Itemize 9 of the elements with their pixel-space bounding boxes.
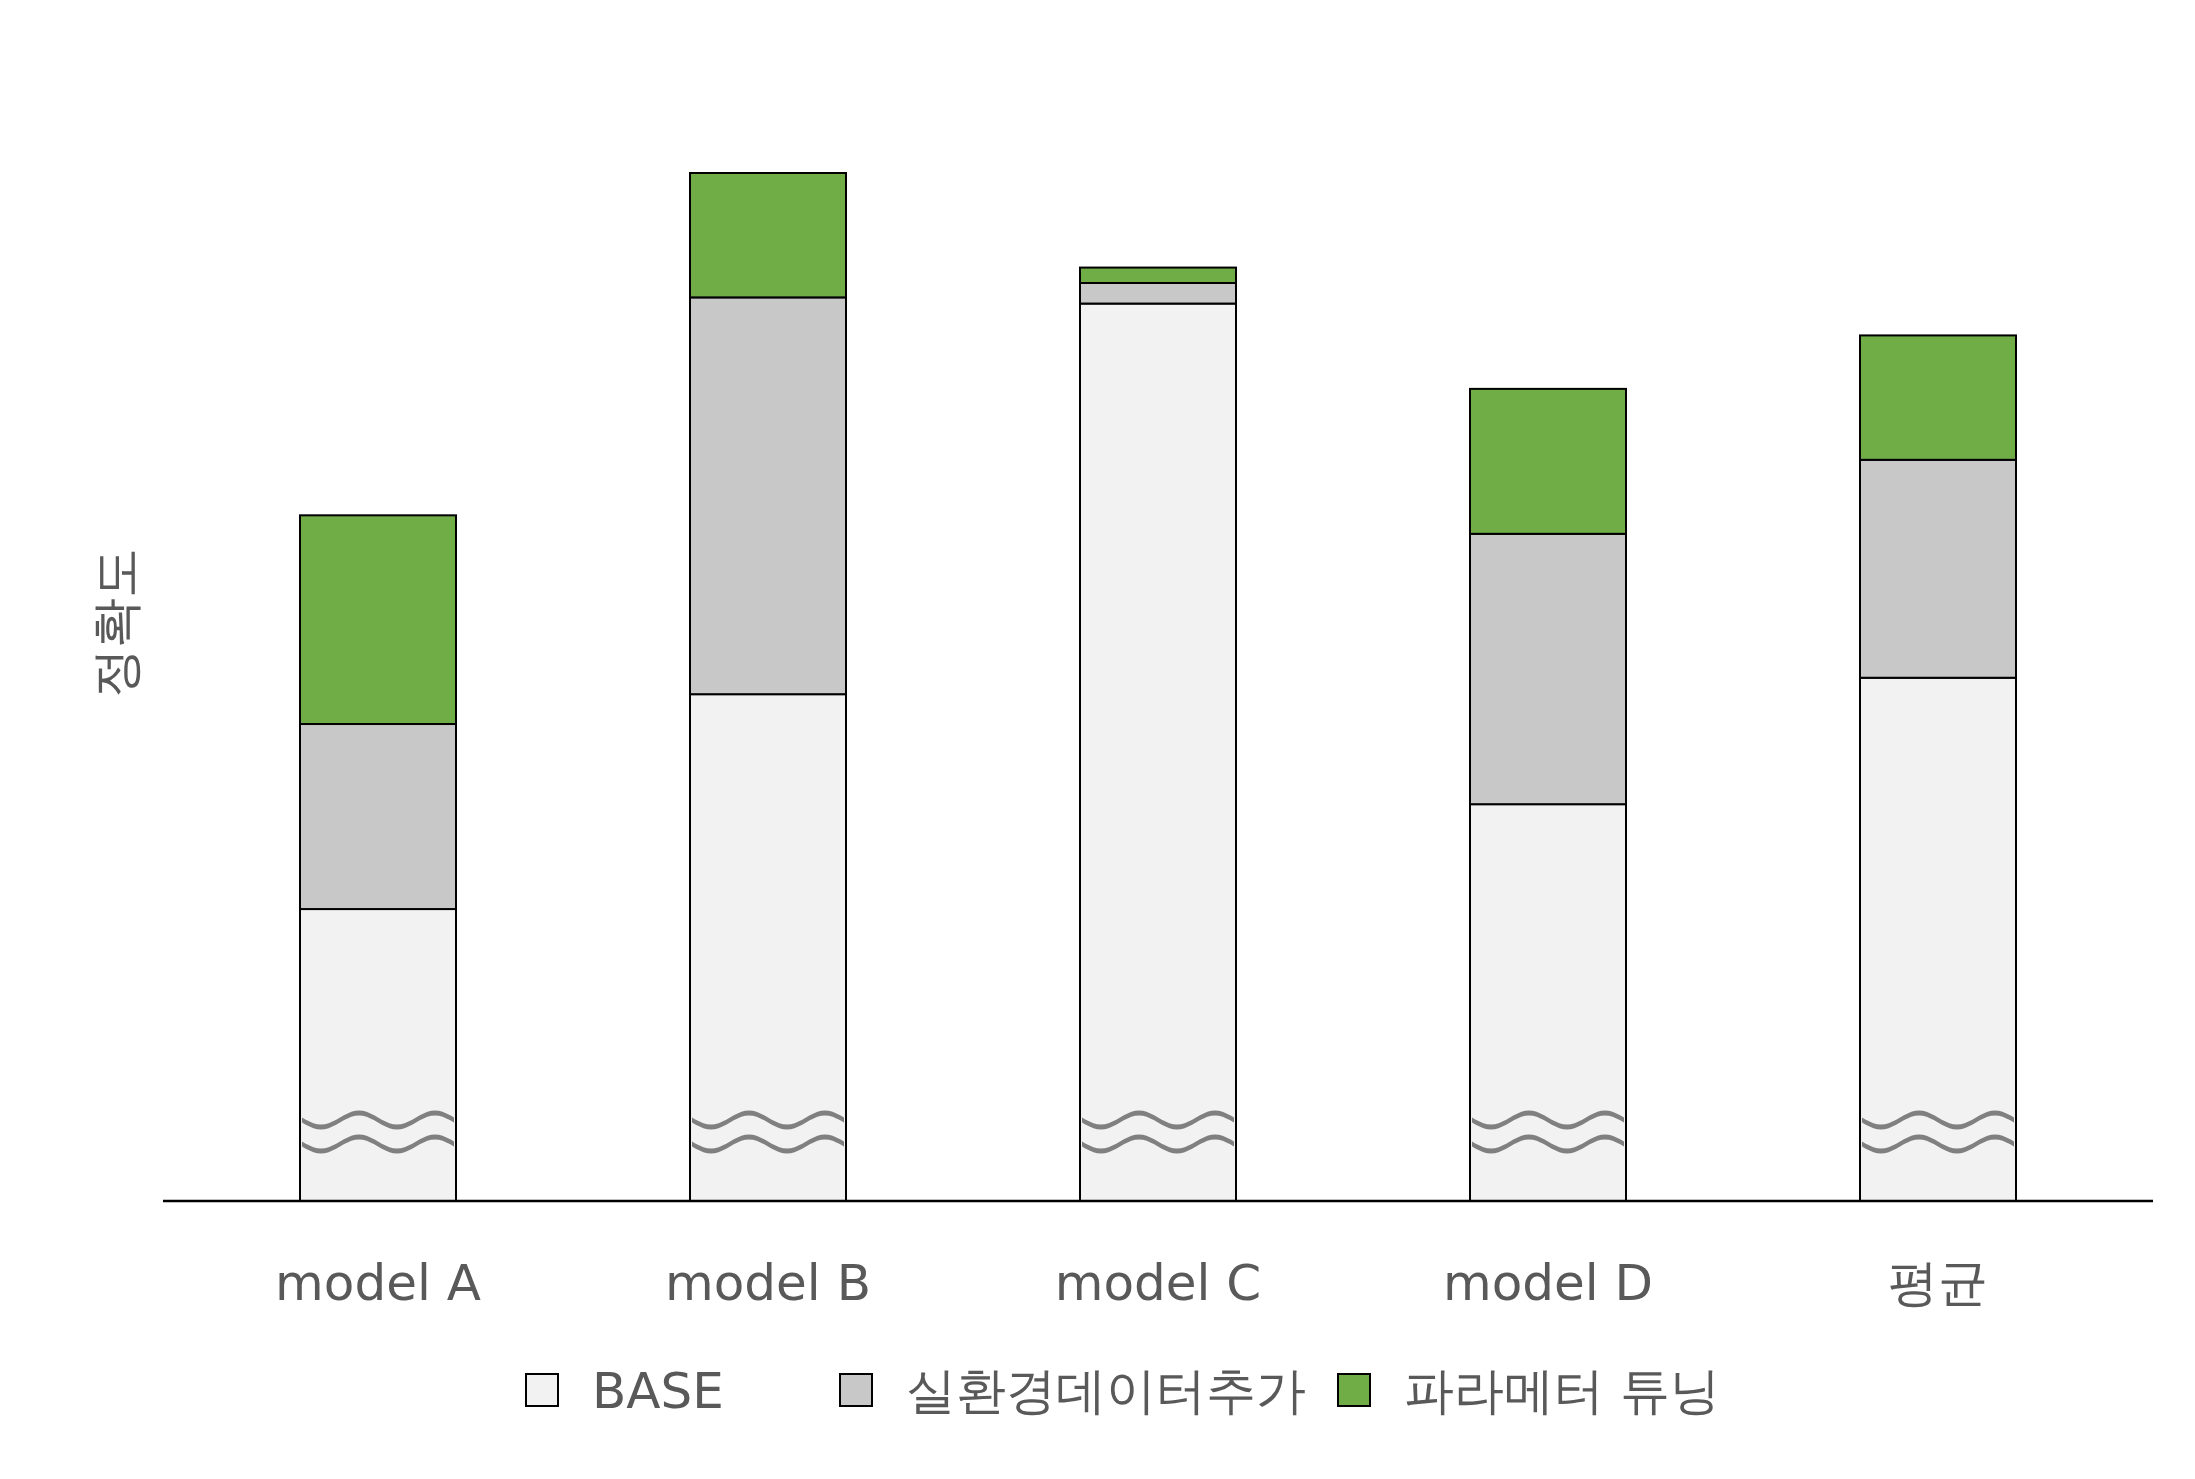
legend-label: 파라메터 튜닝 bbox=[1404, 1362, 1720, 1420]
x-tick-label: model A bbox=[275, 1254, 481, 1312]
x-tick-label: 평균 bbox=[1888, 1254, 1988, 1312]
y-axis-title: 정확도 bbox=[87, 548, 145, 698]
x-tick-label: model D bbox=[1442, 1254, 1654, 1312]
legend-label: BASE bbox=[592, 1362, 724, 1420]
x-tick-label: model B bbox=[665, 1254, 871, 1312]
legend-label: 실환경데이터추가 bbox=[906, 1362, 1306, 1420]
x-tick-label: model C bbox=[1054, 1254, 1262, 1312]
